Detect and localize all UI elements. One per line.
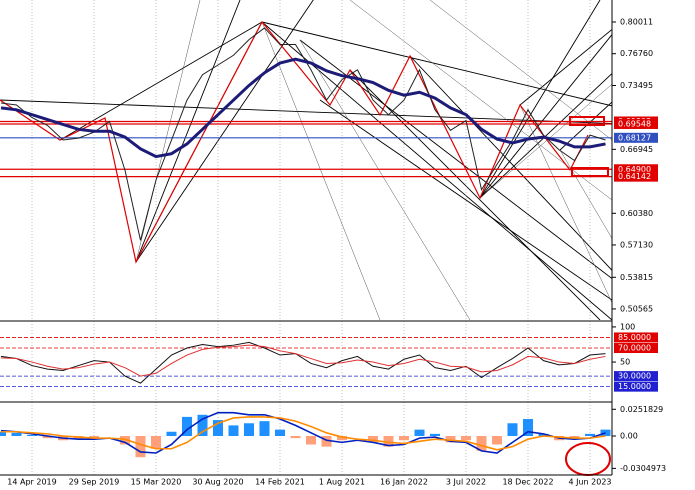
histogram-bar (585, 433, 595, 437)
level-label-bg (614, 332, 658, 343)
y-tick-label: 0.0251829 (620, 405, 663, 414)
histogram-bar (290, 436, 301, 439)
series-line (1, 416, 606, 451)
highlight-circle (565, 442, 611, 476)
y-tick-label: 0.57130 (620, 240, 653, 249)
level-label-bg (614, 371, 658, 382)
level-label: 0.64142 (618, 172, 651, 181)
x-tick-label: 14 Feb 2021 (255, 478, 305, 487)
histogram-bar (166, 431, 177, 437)
histogram-bar (244, 423, 254, 437)
histogram-bar (11, 432, 22, 437)
level-label-bg (614, 164, 658, 175)
y-tick-label: 0.50565 (620, 304, 653, 313)
series-line (0, 344, 606, 377)
x-tick-label: 29 Sep 2019 (69, 478, 120, 487)
x-tick-label: 30 Aug 2020 (192, 478, 243, 487)
histogram-bar (492, 436, 502, 445)
x-tick-label: 14 Apr 2019 (7, 478, 56, 487)
histogram-bar (42, 436, 53, 439)
zone-box (569, 116, 605, 126)
histogram-bar (569, 436, 580, 439)
y-tick-label: 0.66945 (620, 145, 653, 154)
histogram-bar (27, 434, 37, 437)
series-line (0, 57, 606, 159)
level-label: 0.69548 (618, 119, 651, 128)
level-label-bg (614, 118, 658, 129)
x-tick-label: 16 Jan 2022 (380, 478, 428, 487)
histogram-bar (430, 433, 440, 437)
histogram-bar (476, 436, 487, 451)
histogram-bar (259, 421, 270, 437)
histogram-bar (197, 414, 208, 437)
histogram-bar (383, 436, 394, 447)
y-tick-label: 0.73495 (620, 81, 653, 90)
histogram-bar (445, 436, 456, 443)
zone-box (571, 167, 609, 177)
level-label-bg (614, 381, 658, 392)
y-tick-label: 50 (620, 358, 630, 367)
histogram-bar (151, 436, 161, 449)
level-label: 0.68127 (618, 133, 651, 142)
level-label: 0.64900 (618, 165, 651, 174)
histogram-bar (414, 429, 425, 437)
series-line (0, 27, 606, 241)
level-label: 70.0000 (618, 344, 651, 353)
histogram-bar (321, 436, 332, 447)
level-label-bg (614, 132, 658, 143)
histogram-bar (182, 416, 192, 437)
trendlines (0, 0, 612, 320)
x-tick-label: 1 Aug 2021 (319, 478, 365, 487)
x-tick-label: 18 Dec 2022 (502, 478, 553, 487)
histogram-bar (399, 436, 409, 441)
histogram-bar (368, 436, 378, 443)
level-label: 15.0000 (618, 382, 651, 391)
histogram-bar (228, 425, 239, 437)
histogram-bar (538, 433, 549, 437)
y-tick-label: 0.00 (620, 432, 638, 441)
histogram-bar (523, 419, 533, 437)
histogram-bar (89, 436, 99, 439)
level-label: 30.0000 (618, 372, 651, 381)
x-tick-label: 4 Jun 2023 (568, 478, 611, 487)
level-label-bg (614, 343, 658, 353)
x-tick-label: 15 Mar 2020 (131, 478, 182, 487)
y-tick-label: 0.53815 (620, 273, 653, 282)
y-tick-label: -0.0304973 (620, 464, 666, 473)
level-label-bg (614, 171, 658, 182)
histogram-bar (461, 436, 471, 441)
histogram-bar (135, 436, 146, 458)
y-tick-label: 100 (620, 322, 635, 331)
histogram-bar (213, 420, 223, 437)
histogram-bar (120, 436, 130, 445)
histogram-bar (507, 423, 518, 437)
y-tick-label: 0.60380 (620, 209, 653, 218)
x-tick-label: 3 Jul 2022 (446, 478, 486, 487)
y-tick-label: 0.80011 (620, 18, 653, 27)
histogram-bar (275, 429, 285, 437)
y-tick-label: 0.76760 (620, 49, 653, 58)
series-line (0, 341, 606, 384)
histogram-bar (306, 436, 316, 445)
level-label: 85.0000 (618, 333, 651, 342)
histogram-bar (0, 431, 6, 437)
histogram-bar (337, 436, 347, 441)
plot-area (0, 0, 612, 475)
